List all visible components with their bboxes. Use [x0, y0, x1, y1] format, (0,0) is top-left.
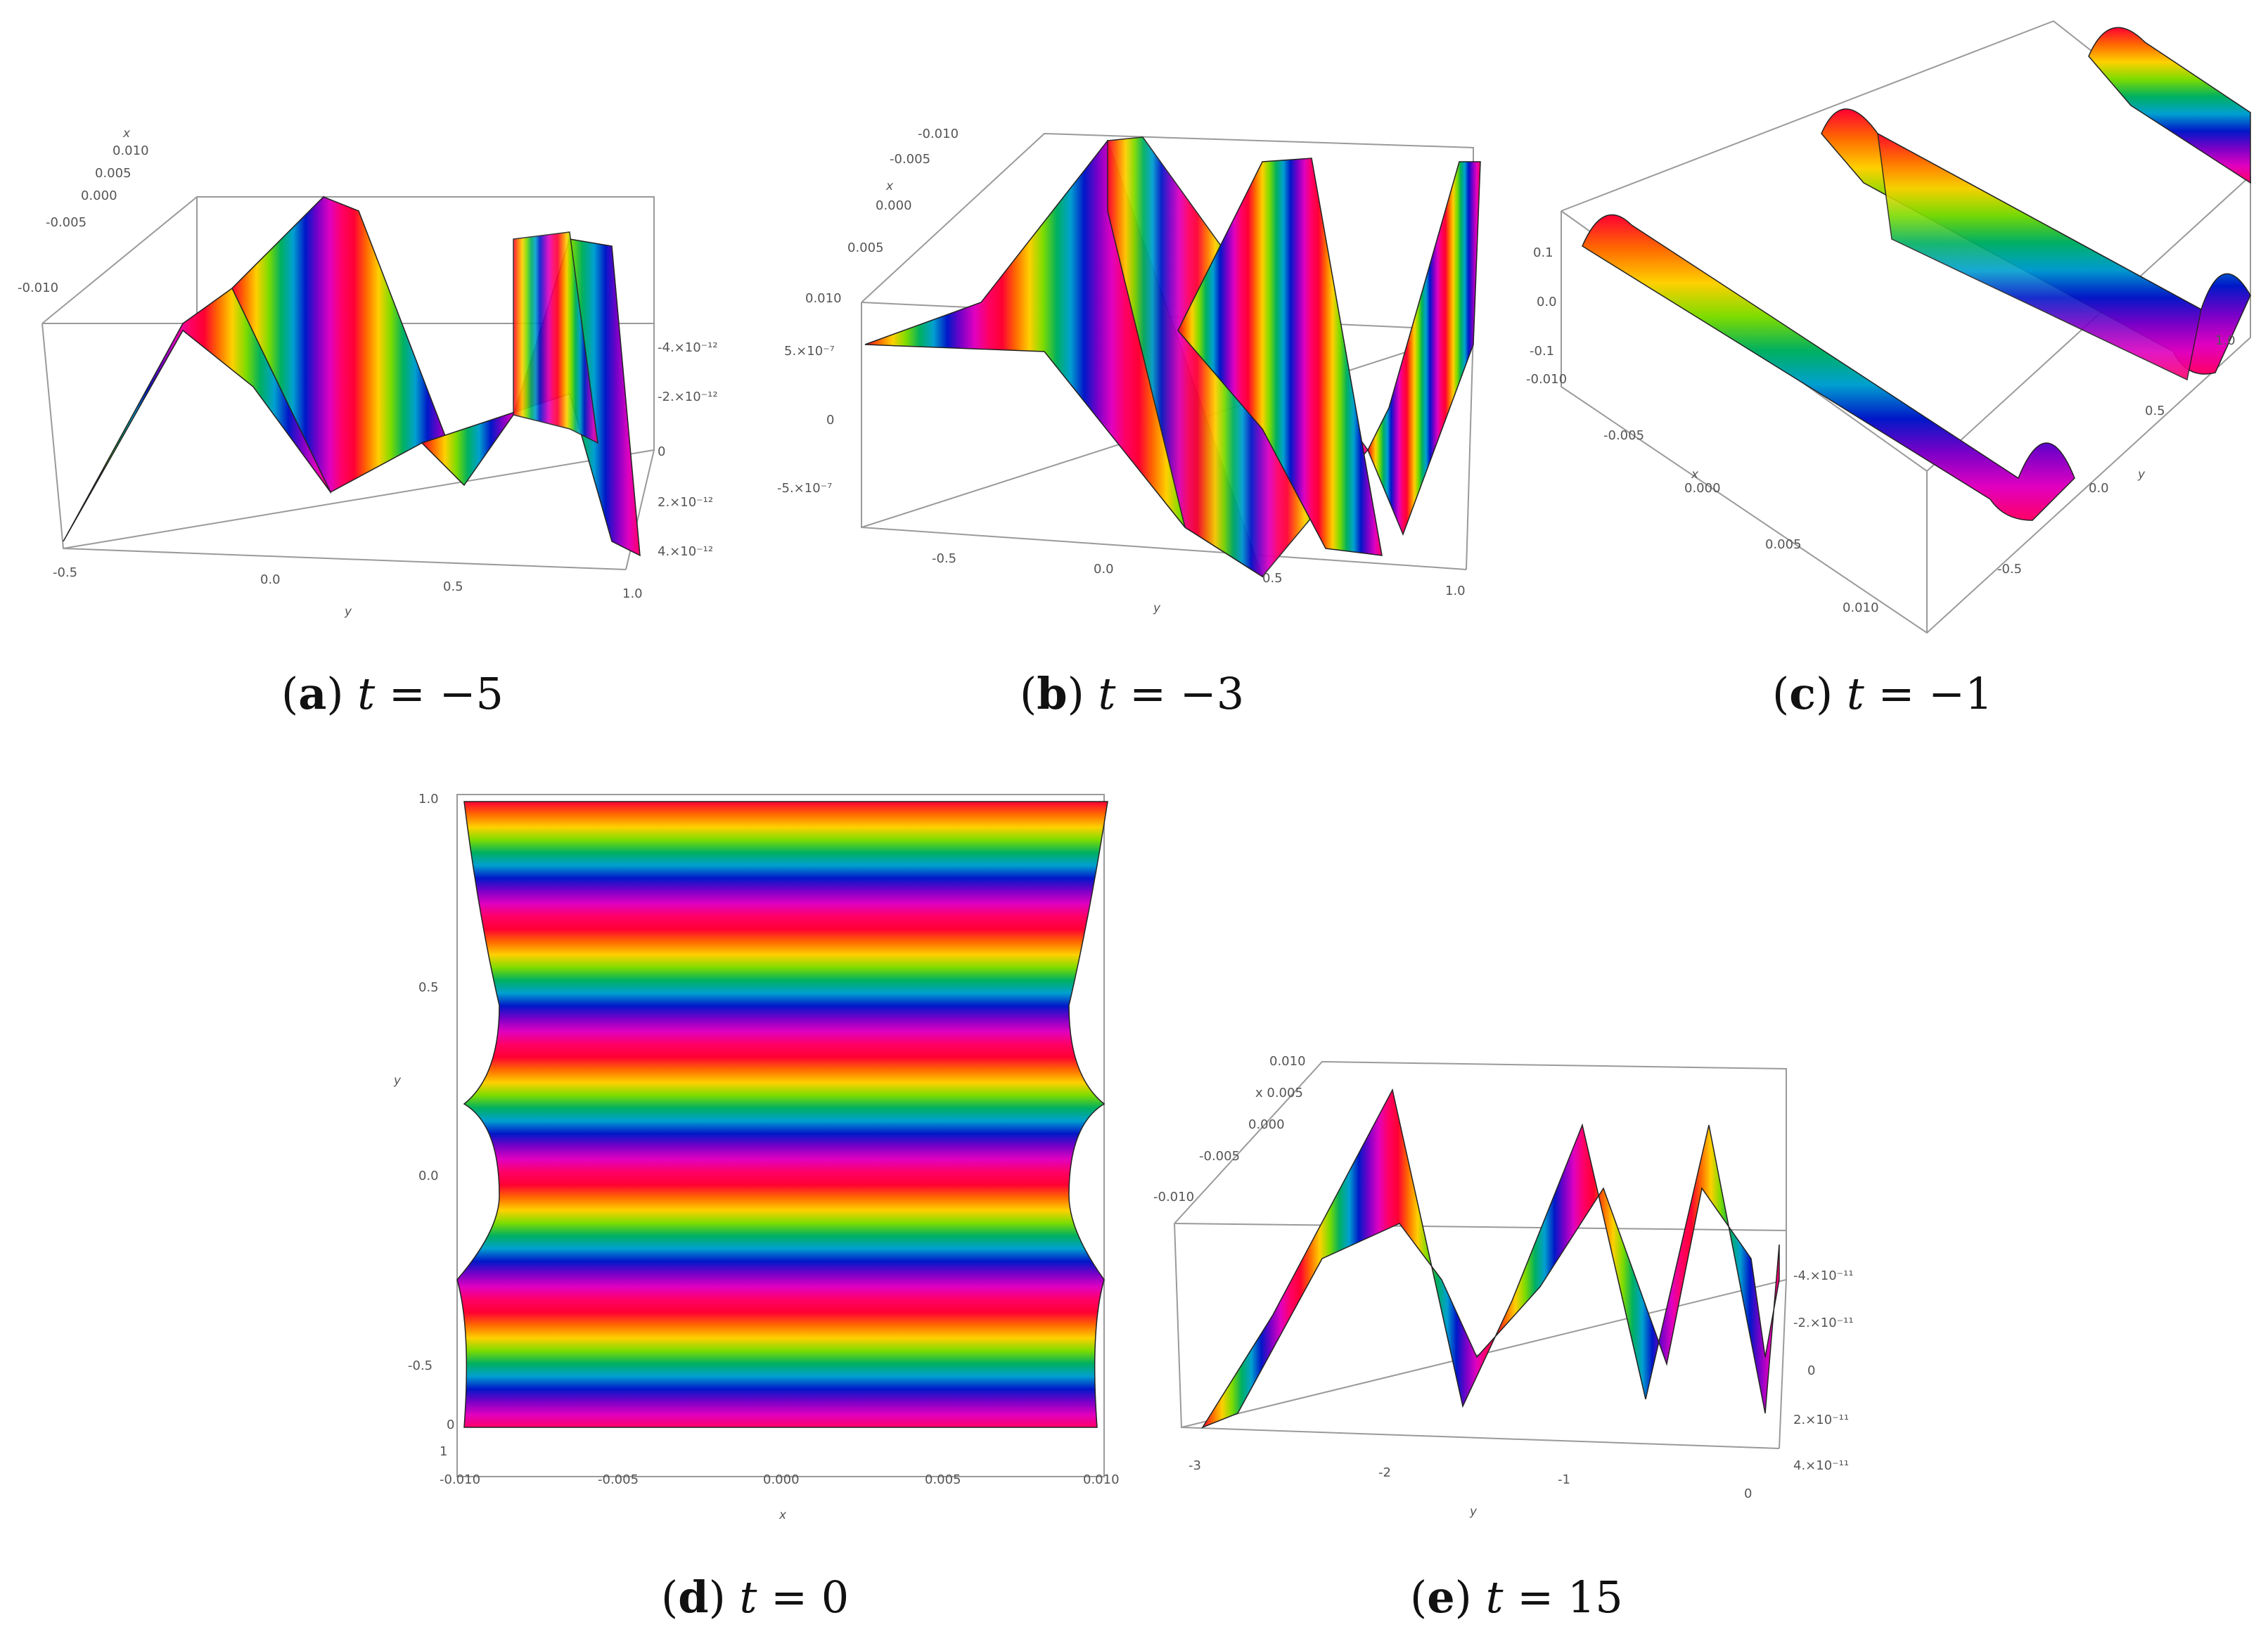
x-tick: -0.005: [890, 152, 930, 167]
y-tick: 0.0: [260, 572, 281, 587]
y-tick: 0.0: [2089, 481, 2109, 496]
y-tick: 0.0: [1094, 562, 1114, 577]
surface-b-4: [1367, 161, 1481, 536]
z-tick: -2.×10⁻¹¹: [1793, 1316, 1854, 1330]
y-tick: 0.5: [2145, 404, 2165, 418]
surface-plot-a: 0.010 0.005 0.000 -0.005 -0.010 x -0.5 0…: [18, 127, 718, 619]
surface-plot-e: 0.010 x 0.005 0.000 -0.005 -0.010 -3 -2 …: [1153, 1054, 1854, 1519]
caption-c: (c) t = −1: [1772, 668, 1993, 719]
z-tick: 2.×10⁻¹²: [658, 495, 713, 510]
x-tick: -0.005: [1199, 1149, 1240, 1164]
y-tick: 1.0: [1445, 584, 1466, 598]
x-tick: x 0.005: [1255, 1086, 1303, 1100]
z-tick: 0.1: [1533, 245, 1553, 260]
x-tick: 0.000: [1684, 481, 1721, 496]
axis-box: [456, 794, 1105, 1477]
x-tick: -0.005: [1603, 428, 1644, 443]
surface-plot-b: -0.010 -0.005 0.000 0.005 0.010 x -0.5 0…: [777, 127, 1481, 615]
ridge-1: [1582, 214, 2075, 521]
y-axis-label: y: [1469, 1505, 1478, 1519]
panel-a: 0.010 0.005 0.000 -0.005 -0.010 x -0.5 0…: [18, 120, 718, 640]
caption-e: (e) t = 15: [1410, 1571, 1623, 1623]
x-tick: 0.000: [876, 198, 912, 213]
caption-d: (d) t = 0: [661, 1571, 850, 1623]
z-tick: -5.×10⁻⁷: [777, 481, 832, 496]
y-tick: -0.5: [53, 565, 77, 580]
x-tick: 0.010: [805, 291, 842, 306]
x-tick: -0.005: [598, 1472, 639, 1487]
surface-e: [1201, 1088, 1780, 1429]
z-tick: 0: [658, 444, 665, 459]
surface-b-3: [1177, 158, 1383, 556]
y-axis-label: y: [1153, 601, 1161, 615]
x-tick: -0.010: [440, 1472, 480, 1487]
z-tick: -4.×10⁻¹²: [658, 340, 718, 355]
x-tick: -0.010: [918, 127, 959, 141]
x-tick: -0.010: [18, 281, 58, 295]
y-tick: 1.0: [418, 792, 439, 806]
z-tick: 0: [1807, 1363, 1815, 1378]
y-tick: 0.5: [1262, 571, 1283, 586]
x-tick: 0.000: [763, 1472, 800, 1487]
panel-e: 0.010 x 0.005 0.000 -0.005 -0.010 -3 -2 …: [1146, 1048, 1871, 1526]
y-tick: -0.5: [1997, 562, 2022, 577]
y-tick: 0: [447, 1418, 454, 1432]
y-axis-label: y: [393, 1074, 402, 1088]
z-tick: 0: [826, 413, 834, 428]
y-tick: -0.5: [932, 551, 956, 566]
x-axis-label: x: [779, 1508, 787, 1522]
y-tick: -2: [1378, 1465, 1391, 1480]
z-tick: 0.0: [1537, 295, 1557, 309]
surface-plot-d: 1.0 0.5 0.0 -0.5 1 0 y -0.010 -0.005 0.0…: [393, 792, 1120, 1522]
y-tick: 1.0: [2215, 333, 2236, 348]
y-tick: -1: [1558, 1472, 1570, 1487]
y-axis-label: y: [344, 605, 352, 619]
panel-d: 1.0 0.5 0.0 -0.5 1 0 y -0.010 -0.005 0.0…: [393, 773, 1139, 1533]
x-tick: 0.010: [1269, 1054, 1306, 1069]
y-tick: 0.5: [443, 579, 463, 594]
y-axis-label: y: [2137, 468, 2146, 482]
x-axis-label: x: [1691, 468, 1699, 482]
z-tick: 4.×10⁻¹²: [658, 544, 713, 559]
surface-a-4: [513, 231, 598, 444]
caption-b: (b) t = −3: [1020, 668, 1245, 719]
z-tick: 4.×10⁻¹¹: [1793, 1458, 1849, 1473]
x-tick: -0.010: [1526, 372, 1567, 387]
x-tick: 0.005: [847, 240, 884, 255]
y-tick: 1: [440, 1444, 447, 1459]
y-tick: 1.0: [622, 586, 643, 601]
z-tick: -4.×10⁻¹¹: [1793, 1268, 1854, 1283]
surface-plot-c: 0.1 0.0 -0.1 -0.010 -0.005 0.000 0.005 0…: [1526, 20, 2251, 634]
z-tick: -0.1: [1530, 344, 1554, 359]
x-tick: 0.010: [1083, 1472, 1120, 1487]
panel-b: -0.010 -0.005 0.000 0.005 0.010 x -0.5 0…: [770, 120, 1508, 640]
x-tick: 0.005: [925, 1472, 961, 1487]
x-tick: 0.010: [1843, 600, 1879, 615]
x-tick: 0.000: [1248, 1117, 1285, 1132]
x-tick: -0.005: [46, 215, 87, 230]
x-axis-label: x: [122, 127, 131, 141]
x-tick: 0.005: [1765, 537, 1802, 552]
x-tick: 0.010: [113, 143, 149, 158]
x-axis-label: x: [885, 179, 894, 193]
y-tick: -0.5: [408, 1358, 433, 1373]
z-tick: 5.×10⁻⁷: [784, 344, 835, 359]
ridge-body: [1877, 132, 2202, 381]
surface-d: [456, 801, 1108, 1428]
x-tick: 0.005: [95, 166, 132, 181]
panel-c: 0.1 0.0 -0.1 -0.010 -0.005 0.000 0.005 0…: [1512, 14, 2257, 647]
y-tick: 0.0: [418, 1169, 439, 1183]
ridge-3: [2088, 27, 2251, 184]
y-tick: 0: [1744, 1486, 1752, 1501]
z-tick: 2.×10⁻¹¹: [1793, 1413, 1849, 1427]
x-tick: -0.010: [1153, 1190, 1194, 1204]
x-tick: 0.000: [81, 188, 117, 203]
z-tick: -2.×10⁻¹²: [658, 390, 718, 404]
y-tick: -3: [1189, 1458, 1201, 1473]
caption-a: (a) t = −5: [281, 668, 504, 719]
y-tick: 0.5: [418, 980, 439, 995]
